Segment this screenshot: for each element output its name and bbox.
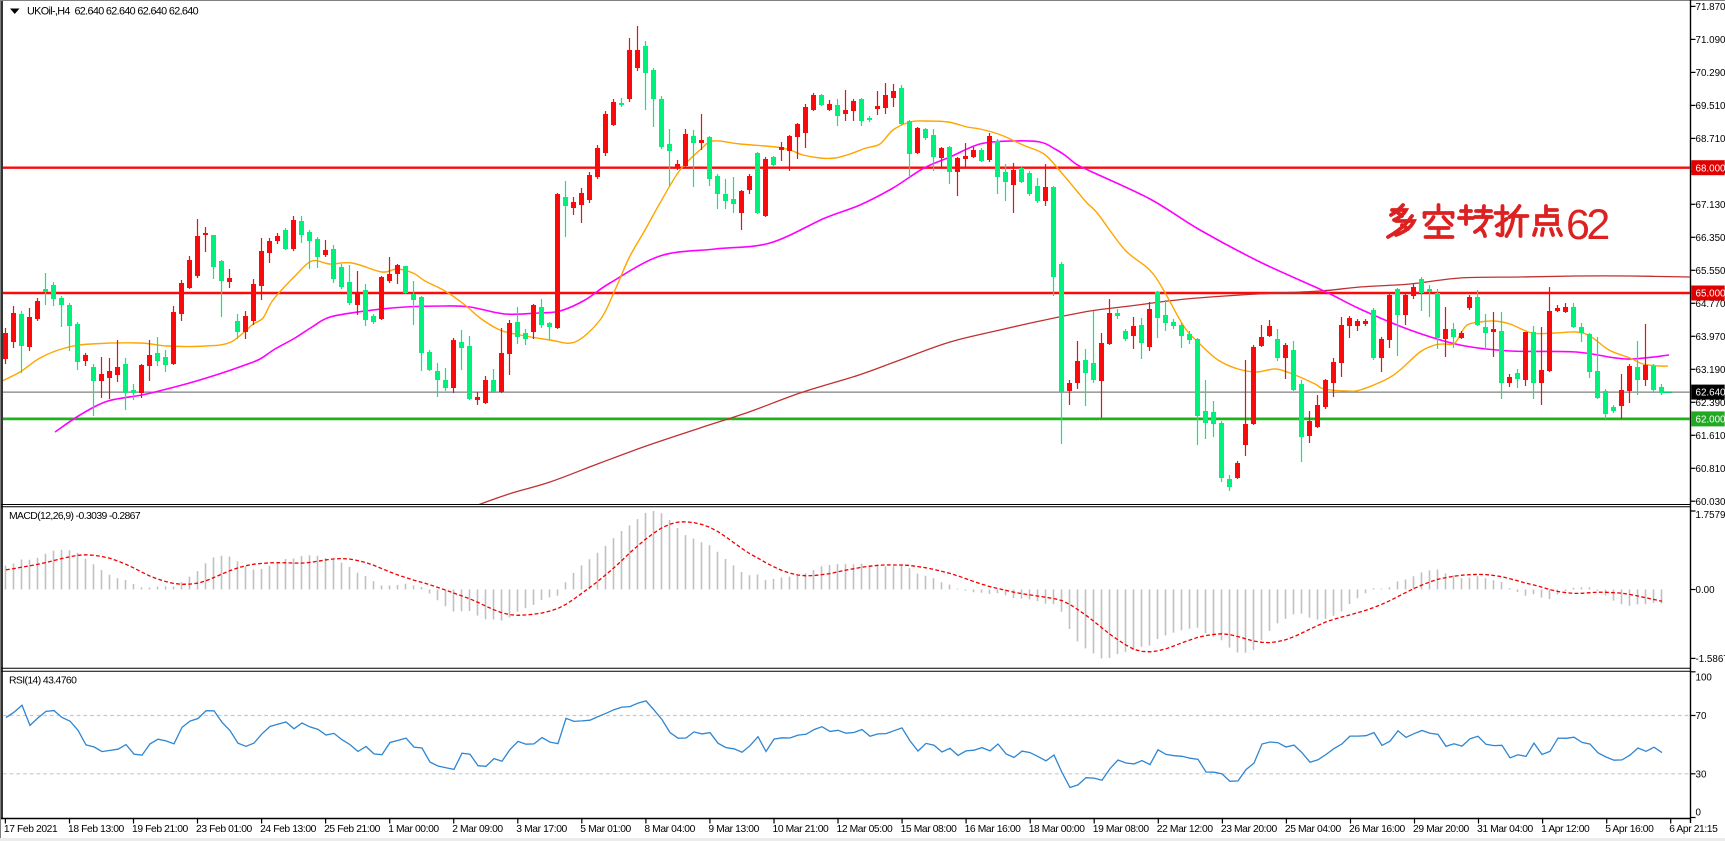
svg-text:68.710: 68.710 bbox=[1696, 134, 1725, 145]
svg-text:62.640: 62.640 bbox=[1696, 388, 1725, 399]
svg-text:25 Mar 04:00: 25 Mar 04:00 bbox=[1285, 824, 1342, 835]
svg-text:23 Feb 01:00: 23 Feb 01:00 bbox=[196, 824, 253, 835]
svg-text:24 Feb 13:00: 24 Feb 13:00 bbox=[260, 824, 317, 835]
svg-text:0: 0 bbox=[1696, 808, 1702, 819]
svg-text:62.000: 62.000 bbox=[1696, 415, 1725, 426]
svg-text:70: 70 bbox=[1696, 711, 1707, 722]
svg-text:63.190: 63.190 bbox=[1696, 365, 1725, 376]
svg-text:71.870: 71.870 bbox=[1696, 2, 1725, 13]
svg-text:1 Apr 12:00: 1 Apr 12:00 bbox=[1541, 824, 1590, 835]
svg-text:RSI(14) 43.4760: RSI(14) 43.4760 bbox=[9, 676, 77, 687]
svg-text:1.7579: 1.7579 bbox=[1696, 510, 1725, 521]
svg-text:22 Mar 12:00: 22 Mar 12:00 bbox=[1157, 824, 1214, 835]
svg-text:MACD(12,26,9) -0.3039 -0.2867: MACD(12,26,9) -0.3039 -0.2867 bbox=[9, 511, 141, 522]
svg-text:5 Apr 16:00: 5 Apr 16:00 bbox=[1605, 824, 1654, 835]
svg-text:1 Mar 00:00: 1 Mar 00:00 bbox=[388, 824, 439, 835]
svg-text:62: 62 bbox=[1566, 201, 1608, 249]
svg-text:23 Mar 20:00: 23 Mar 20:00 bbox=[1221, 824, 1278, 835]
svg-text:19 Feb 21:00: 19 Feb 21:00 bbox=[132, 824, 189, 835]
svg-text:5 Mar 01:00: 5 Mar 01:00 bbox=[580, 824, 631, 835]
svg-text:69.510: 69.510 bbox=[1696, 101, 1725, 112]
svg-text:31 Mar 04:00: 31 Mar 04:00 bbox=[1477, 824, 1534, 835]
svg-text:67.130: 67.130 bbox=[1696, 200, 1725, 211]
svg-text:18 Mar 00:00: 18 Mar 00:00 bbox=[1029, 824, 1086, 835]
svg-text:60.030: 60.030 bbox=[1696, 497, 1725, 508]
svg-text:19 Mar 08:00: 19 Mar 08:00 bbox=[1093, 824, 1150, 835]
svg-text:25 Feb 21:00: 25 Feb 21:00 bbox=[324, 824, 381, 835]
svg-text:30: 30 bbox=[1696, 769, 1707, 780]
svg-text:8 Mar 04:00: 8 Mar 04:00 bbox=[644, 824, 695, 835]
svg-text:65.550: 65.550 bbox=[1696, 266, 1725, 277]
svg-text:70.290: 70.290 bbox=[1696, 68, 1725, 79]
svg-text:-1.5867: -1.5867 bbox=[1696, 654, 1725, 665]
svg-text:17 Feb 2021: 17 Feb 2021 bbox=[4, 824, 58, 835]
svg-text:2 Mar 09:00: 2 Mar 09:00 bbox=[452, 824, 503, 835]
svg-text:68.000: 68.000 bbox=[1696, 163, 1725, 174]
svg-text:6 Apr 21:15: 6 Apr 21:15 bbox=[1669, 824, 1718, 835]
svg-text:9 Mar 13:00: 9 Mar 13:00 bbox=[708, 824, 759, 835]
svg-text:18 Feb 13:00: 18 Feb 13:00 bbox=[68, 824, 125, 835]
svg-text:71.090: 71.090 bbox=[1696, 35, 1725, 46]
svg-text:100: 100 bbox=[1696, 672, 1713, 683]
svg-text:29 Mar 20:00: 29 Mar 20:00 bbox=[1413, 824, 1470, 835]
svg-text:3 Mar 17:00: 3 Mar 17:00 bbox=[516, 824, 567, 835]
svg-text:64.770: 64.770 bbox=[1696, 299, 1725, 310]
svg-text:63.970: 63.970 bbox=[1696, 332, 1725, 343]
svg-text:60.810: 60.810 bbox=[1696, 464, 1725, 475]
svg-text:16 Mar 16:00: 16 Mar 16:00 bbox=[965, 824, 1022, 835]
svg-text:15 Mar 08:00: 15 Mar 08:00 bbox=[901, 824, 958, 835]
svg-text:65.000: 65.000 bbox=[1696, 289, 1725, 300]
svg-text:UKOil-,H4 62.640 62.640 62.64: UKOil-,H4 62.640 62.640 62.640 62.640 bbox=[27, 6, 199, 18]
svg-text:0.00: 0.00 bbox=[1696, 585, 1716, 596]
svg-text:61.610: 61.610 bbox=[1696, 431, 1725, 442]
svg-text:66.350: 66.350 bbox=[1696, 233, 1725, 244]
svg-text:10 Mar 21:00: 10 Mar 21:00 bbox=[773, 824, 830, 835]
svg-text:26 Mar 16:00: 26 Mar 16:00 bbox=[1349, 824, 1406, 835]
svg-text:12 Mar 05:00: 12 Mar 05:00 bbox=[837, 824, 894, 835]
svg-text:62.390: 62.390 bbox=[1696, 398, 1725, 409]
